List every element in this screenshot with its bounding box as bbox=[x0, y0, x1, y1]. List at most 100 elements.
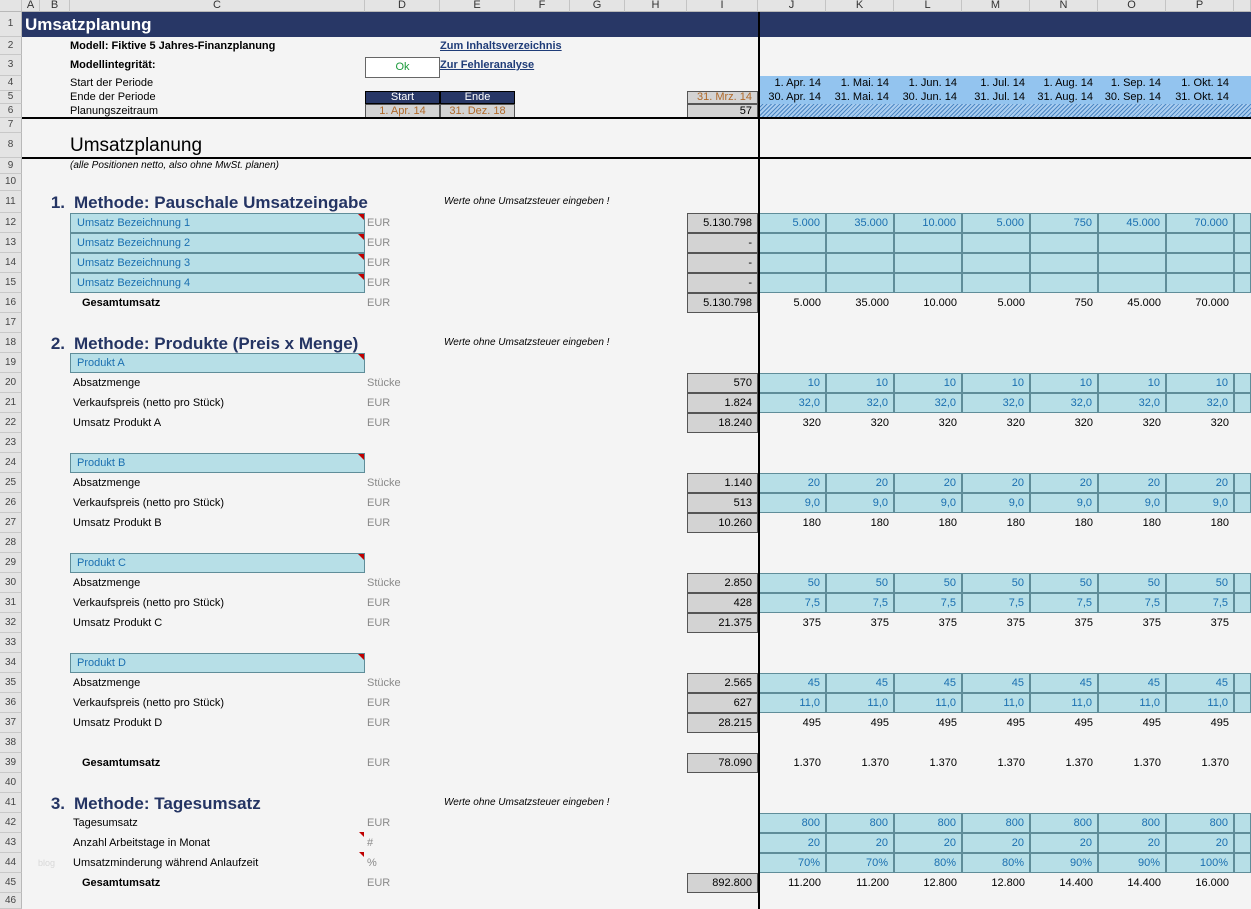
month-value[interactable]: 45 bbox=[1030, 673, 1098, 693]
row-header-16[interactable]: 16 bbox=[0, 293, 22, 313]
month-value-partial[interactable] bbox=[1234, 833, 1251, 853]
row-header-38[interactable]: 38 bbox=[0, 733, 22, 753]
month-value[interactable] bbox=[1098, 253, 1166, 273]
month-value[interactable]: 32,0 bbox=[826, 393, 894, 413]
month-value[interactable]: 32,0 bbox=[1166, 393, 1234, 413]
row-header-20[interactable]: 20 bbox=[0, 373, 22, 393]
row-header-12[interactable]: 12 bbox=[0, 213, 22, 233]
revenue-name-input[interactable]: Umsatz Bezeichnung 3 bbox=[70, 253, 365, 273]
column-header-G[interactable]: G bbox=[570, 0, 625, 12]
column-header-F[interactable]: F bbox=[515, 0, 570, 12]
month-value[interactable]: 20 bbox=[826, 473, 894, 493]
month-value[interactable]: 10.000 bbox=[894, 213, 962, 233]
month-value[interactable] bbox=[758, 253, 826, 273]
month-value[interactable]: 20 bbox=[962, 833, 1030, 853]
row-header-17[interactable]: 17 bbox=[0, 313, 22, 333]
row-header-36[interactable]: 36 bbox=[0, 693, 22, 713]
month-value-partial[interactable] bbox=[1234, 273, 1251, 293]
row-header-1[interactable]: 1 bbox=[0, 12, 22, 37]
month-value[interactable]: 20 bbox=[894, 473, 962, 493]
row-header-27[interactable]: 27 bbox=[0, 513, 22, 533]
column-header-J[interactable]: J bbox=[758, 0, 826, 12]
month-value[interactable]: 10 bbox=[758, 373, 826, 393]
column-header-I[interactable]: I bbox=[687, 0, 758, 12]
month-value[interactable]: 11,0 bbox=[1098, 693, 1166, 713]
month-value[interactable]: 11,0 bbox=[758, 693, 826, 713]
row-header-29[interactable]: 29 bbox=[0, 553, 22, 573]
row-header-40[interactable]: 40 bbox=[0, 773, 22, 793]
row-header-42[interactable]: 42 bbox=[0, 813, 22, 833]
month-value[interactable] bbox=[758, 233, 826, 253]
month-value[interactable]: 9,0 bbox=[1098, 493, 1166, 513]
month-value[interactable]: 45 bbox=[894, 673, 962, 693]
month-value[interactable]: 70% bbox=[826, 853, 894, 873]
row-header-23[interactable]: 23 bbox=[0, 433, 22, 453]
column-header-D[interactable]: D bbox=[365, 0, 440, 12]
row-header-8[interactable]: 8 bbox=[0, 133, 22, 158]
row-header-33[interactable]: 33 bbox=[0, 633, 22, 653]
month-value-partial[interactable] bbox=[1234, 673, 1251, 693]
month-value[interactable]: 9,0 bbox=[826, 493, 894, 513]
column-header-O[interactable]: O bbox=[1098, 0, 1166, 12]
month-value[interactable]: 20 bbox=[1098, 833, 1166, 853]
month-value[interactable] bbox=[1166, 253, 1234, 273]
row-header-37[interactable]: 37 bbox=[0, 713, 22, 733]
row-header-28[interactable]: 28 bbox=[0, 533, 22, 553]
row-header-7[interactable]: 7 bbox=[0, 118, 22, 133]
column-header-C[interactable]: C bbox=[70, 0, 365, 12]
row-header-43[interactable]: 43 bbox=[0, 833, 22, 853]
month-value[interactable] bbox=[1030, 273, 1098, 293]
month-value[interactable] bbox=[962, 233, 1030, 253]
month-value[interactable]: 5.000 bbox=[758, 213, 826, 233]
row-header-2[interactable]: 2 bbox=[0, 37, 22, 55]
end-date[interactable]: 31. Dez. 18 bbox=[440, 104, 515, 118]
month-value[interactable]: 750 bbox=[1030, 213, 1098, 233]
row-header-26[interactable]: 26 bbox=[0, 493, 22, 513]
row-header-18[interactable]: 18 bbox=[0, 333, 22, 353]
month-value[interactable]: 32,0 bbox=[758, 393, 826, 413]
column-header-A[interactable]: A bbox=[22, 0, 40, 12]
month-value[interactable]: 5.000 bbox=[962, 213, 1030, 233]
row-header-5[interactable]: 5 bbox=[0, 91, 22, 104]
month-value[interactable]: 9,0 bbox=[894, 493, 962, 513]
row-header-13[interactable]: 13 bbox=[0, 233, 22, 253]
start-date[interactable]: 1. Apr. 14 bbox=[365, 104, 440, 118]
month-value[interactable]: 45 bbox=[1166, 673, 1234, 693]
month-value[interactable]: 20 bbox=[962, 473, 1030, 493]
revenue-name-input[interactable]: Umsatz Bezeichnung 1 bbox=[70, 213, 365, 233]
month-value[interactable]: 7,5 bbox=[826, 593, 894, 613]
column-header-Q[interactable] bbox=[1234, 0, 1251, 12]
month-value[interactable]: 20 bbox=[1030, 473, 1098, 493]
row-header-30[interactable]: 30 bbox=[0, 573, 22, 593]
month-value-partial[interactable] bbox=[1234, 813, 1251, 833]
month-value[interactable]: 20 bbox=[758, 833, 826, 853]
month-value[interactable]: 50 bbox=[758, 573, 826, 593]
month-value[interactable]: 20 bbox=[1030, 833, 1098, 853]
month-value[interactable]: 7,5 bbox=[1098, 593, 1166, 613]
month-value[interactable]: 9,0 bbox=[962, 493, 1030, 513]
month-value[interactable]: 50 bbox=[962, 573, 1030, 593]
row-header-45[interactable]: 45 bbox=[0, 873, 22, 893]
row-header-22[interactable]: 22 bbox=[0, 413, 22, 433]
month-value[interactable] bbox=[1030, 233, 1098, 253]
month-value[interactable]: 7,5 bbox=[962, 593, 1030, 613]
month-value[interactable]: 10 bbox=[1030, 373, 1098, 393]
month-value[interactable]: 9,0 bbox=[1166, 493, 1234, 513]
month-value[interactable]: 11,0 bbox=[1166, 693, 1234, 713]
select-all-corner[interactable] bbox=[0, 0, 22, 12]
month-value[interactable]: 20 bbox=[894, 833, 962, 853]
month-value[interactable] bbox=[894, 273, 962, 293]
row-header-44[interactable]: 44 bbox=[0, 853, 22, 873]
month-value-partial[interactable] bbox=[1234, 373, 1251, 393]
month-value[interactable]: 90% bbox=[1030, 853, 1098, 873]
month-value[interactable]: 50 bbox=[894, 573, 962, 593]
month-value[interactable]: 800 bbox=[1166, 813, 1234, 833]
row-header-24[interactable]: 24 bbox=[0, 453, 22, 473]
month-value[interactable]: 11,0 bbox=[962, 693, 1030, 713]
month-value[interactable]: 7,5 bbox=[1030, 593, 1098, 613]
month-value[interactable]: 45 bbox=[962, 673, 1030, 693]
month-value[interactable]: 50 bbox=[1166, 573, 1234, 593]
row-header-11[interactable]: 11 bbox=[0, 191, 22, 213]
month-value[interactable] bbox=[826, 253, 894, 273]
month-value[interactable]: 11,0 bbox=[826, 693, 894, 713]
